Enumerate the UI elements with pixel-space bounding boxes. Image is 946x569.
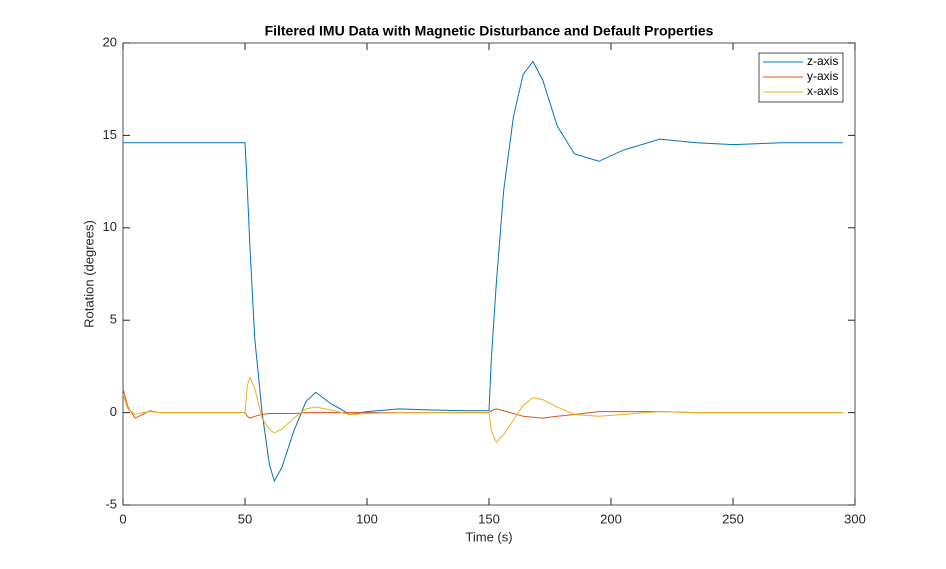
data-line: [122, 376, 843, 444]
x-tick-label: 250: [722, 511, 744, 526]
legend-label: y-axis: [807, 69, 838, 83]
x-tick-label: 150: [478, 511, 500, 526]
y-tick-label: 10: [103, 219, 117, 234]
y-axis-label: Rotation (degrees): [81, 220, 96, 328]
y-tick-label: 20: [103, 34, 117, 49]
x-axis-label: Time (s): [465, 529, 512, 544]
y-tick-label: 15: [103, 127, 117, 142]
x-tick-label: 300: [844, 511, 866, 526]
legend-label: x-axis: [807, 84, 838, 98]
x-tick-label: 50: [238, 511, 252, 526]
x-tick-label: 100: [356, 511, 378, 526]
x-tick-label: 200: [600, 511, 622, 526]
x-tick-label: 0: [119, 511, 126, 526]
chart-title: Filtered IMU Data with Magnetic Disturba…: [265, 23, 714, 39]
plot-area: [122, 42, 856, 506]
y-tick-label: 5: [110, 312, 117, 327]
y-tick-label: 0: [110, 404, 117, 419]
legend-label: z-axis: [807, 54, 838, 68]
y-tick-label: -5: [105, 496, 117, 511]
